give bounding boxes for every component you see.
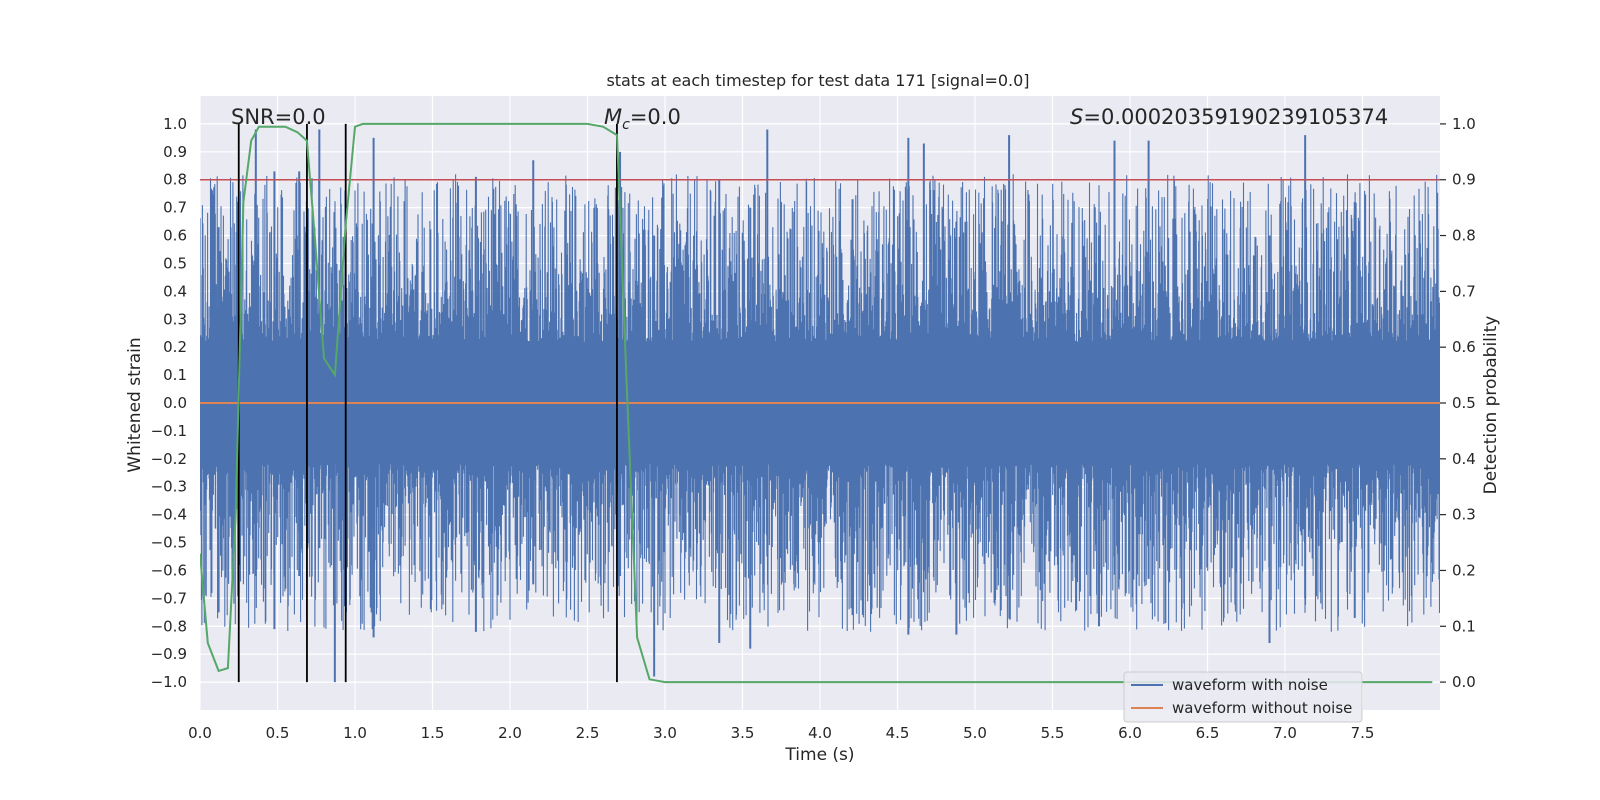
legend-label-waveform-with-noise: waveform with noise [1172,676,1328,694]
x-tick-label: 0.5 [266,724,290,742]
annotation-mc-value: =0.0 [630,105,681,129]
x-tick-label: 0.0 [188,724,212,742]
annotation-mc: Mc=0.0 [604,105,681,133]
y2-tick-label: 0.6 [1452,338,1476,356]
x-tick-label: 2.0 [498,724,522,742]
y-tick-label: −0.1 [151,422,187,440]
x-tick-label: 6.5 [1196,724,1220,742]
y-tick-label: 1.0 [163,115,187,133]
x-tick-label: 7.0 [1273,724,1297,742]
y-tick-label: 0.1 [163,366,187,384]
x-tick-label: 4.0 [808,724,832,742]
annotation-snr: SNR=0.0 [231,105,326,129]
y2-tick-label: 0.4 [1452,450,1476,468]
x-tick-label: 2.5 [576,724,600,742]
y-tick-label: 0.3 [163,310,187,328]
x-tick-label: 1.0 [343,724,367,742]
y-tick-label: 0.7 [163,199,187,217]
y-tick-label: −0.8 [151,617,187,635]
y-tick-label: −0.6 [151,561,187,579]
series-detection-probability [200,122,1433,684]
x-axis-label: Time (s) [784,745,854,765]
x-axis-ticks: 0.0 0.5 1.0 1.5 2.0 2.5 3.0 3.5 4.0 4.5 5.0 5.5 6.0 6… [188,724,1374,742]
annotation-mc-subscript: c [622,117,630,133]
legend-label-waveform-without-noise: waveform without noise [1172,699,1352,717]
x-tick-label: 4.5 [886,724,910,742]
y-tick-label: −0.4 [151,506,187,524]
y-tick-label: 0.9 [163,143,187,161]
annotation-s: S=0.00020359190239105374 [1070,105,1388,129]
y2-tick-label: 0.7 [1452,282,1476,300]
y2-tick-label: 0.1 [1452,617,1476,635]
y-tick-label: 0.0 [163,394,187,412]
y-tick-label: 0.6 [163,227,187,245]
x-tick-label: 3.5 [731,724,755,742]
y2-tick-label: 0.9 [1452,171,1476,189]
y2-tick-label: 0.0 [1452,673,1476,691]
y2-axis-ticks: 1.0 0.9 0.8 0.7 0.6 0.5 0.4 0.3 0.2 0.1 0.0 [1440,115,1476,691]
legend: waveform with noise waveform without noi… [1123,671,1363,723]
y-tick-label: −1.0 [151,673,187,691]
overlay-lines [200,122,1440,684]
y-axis-label: Whitened strain [125,337,145,472]
x-tick-label: 7.5 [1351,724,1375,742]
x-tick-label: 6.0 [1118,724,1142,742]
y-tick-label: 0.8 [163,171,187,189]
y-axis-ticks: 1.0 0.9 0.8 0.7 0.6 0.5 0.4 0.3 0.2 0.1 0.0 −0.1 −0.… [151,115,187,691]
y-tick-label: 0.4 [163,282,187,300]
y-tick-label: 0.5 [163,254,187,272]
y2-tick-label: 0.5 [1452,394,1476,412]
y2-tick-label: 0.8 [1452,227,1476,245]
legend-box [1123,671,1363,723]
y-tick-label: −0.3 [151,478,187,496]
y2-tick-label: 1.0 [1452,115,1476,133]
y-tick-label: −0.5 [151,534,187,552]
y-tick-label: −0.7 [151,589,187,607]
y-tick-label: −0.2 [151,450,187,468]
y2-tick-label: 0.3 [1452,506,1476,524]
x-tick-label: 5.5 [1041,724,1065,742]
y-tick-label: 0.2 [163,338,187,356]
x-tick-label: 3.0 [653,724,677,742]
chart-title: stats at each timestep for test data 171… [606,71,1029,90]
x-tick-label: 1.5 [421,724,445,742]
x-tick-label: 5.0 [963,724,987,742]
y2-tick-label: 0.2 [1452,561,1476,579]
y-tick-label: −0.9 [151,645,187,663]
annotation-mc-symbol: M [604,105,622,129]
annotation-s-symbol: S [1070,105,1083,129]
y2-axis-label: Detection probability [1481,316,1501,495]
annotation-s-value: =0.00020359190239105374 [1083,105,1388,129]
